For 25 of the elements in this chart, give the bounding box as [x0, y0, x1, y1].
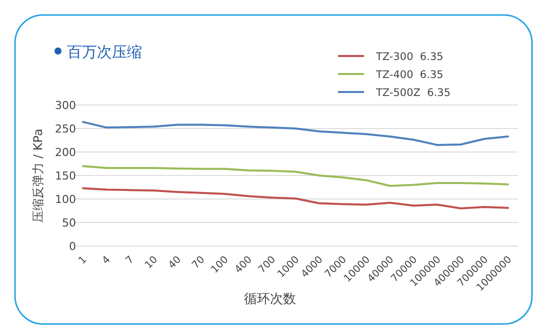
- x-tick-label: 40: [166, 254, 184, 272]
- chart-title: 百万次压缩: [67, 43, 142, 61]
- x-axis-title: 循环次数: [244, 292, 296, 307]
- y-tick-label: 50: [62, 216, 76, 230]
- y-tick-label: 150: [55, 170, 76, 182]
- x-tick-label: 4: [100, 254, 113, 267]
- x-tick-label: 700: [256, 254, 278, 276]
- legend-label: TZ-300 6.35: [375, 51, 444, 63]
- y-tick-label: 0: [69, 240, 76, 253]
- y-tick-label: 100: [55, 193, 76, 206]
- line-series: [82, 187, 509, 210]
- legend-label: TZ-500Z 6.35: [375, 87, 450, 99]
- y-tick-label: 250: [55, 122, 76, 136]
- legend-label: TZ-400 6.35: [375, 69, 444, 81]
- x-tick-label: 400: [233, 254, 254, 276]
- x-tick-label: 10: [143, 254, 160, 272]
- x-tick-label: 1: [76, 254, 90, 267]
- x-tick-label: 7: [124, 254, 136, 267]
- y-tick-label: 200: [55, 146, 76, 159]
- line-series: [82, 165, 509, 187]
- x-tick-label: 70: [190, 254, 208, 272]
- y-tick-label: 300: [55, 99, 76, 112]
- y-axis-title: 压缩反弹力 / KPa: [31, 128, 45, 222]
- line-series: [82, 120, 509, 146]
- x-tick-label: 100: [210, 254, 231, 276]
